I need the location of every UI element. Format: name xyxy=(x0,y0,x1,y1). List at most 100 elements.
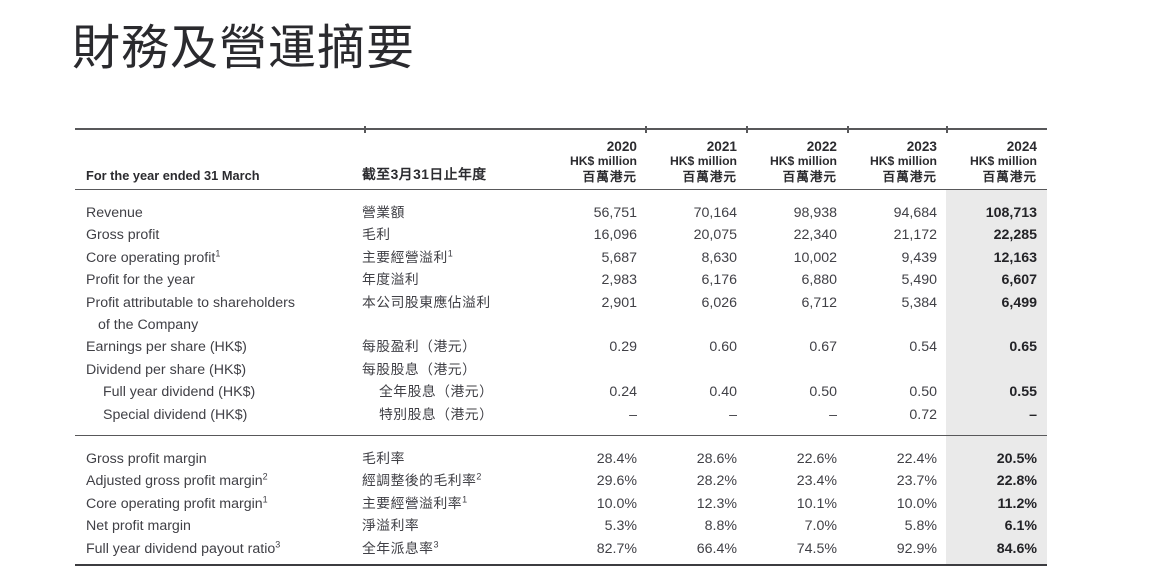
financial-summary-table: For the year ended 31 March 截至3月31日止年度 2… xyxy=(75,126,1047,567)
cell-value: 6,880 xyxy=(801,272,837,289)
year-label: 2020 xyxy=(606,139,637,154)
unit-label-zh: 百萬港元 xyxy=(982,170,1037,184)
cell-value: 0.67 xyxy=(809,339,837,356)
table-section-1: Gross profit margin 毛利率 28.4% 28.6% 22.6% 22.… xyxy=(75,435,1047,564)
column-divider-tick xyxy=(645,126,647,133)
cell-value: 22.6% xyxy=(796,451,837,468)
cell-value: 20.5% xyxy=(996,451,1037,468)
cell-value: 21,172 xyxy=(893,227,937,244)
cell-value: 94,684 xyxy=(893,205,937,221)
cell-value: – xyxy=(1029,406,1037,423)
cell-value: 0.29 xyxy=(609,339,637,356)
cell-value: 22,285 xyxy=(993,227,1037,244)
year-label: 2023 xyxy=(906,139,937,154)
row-label-en: Special dividend (HK$) xyxy=(103,406,248,423)
cell-value: 0.50 xyxy=(809,384,837,401)
unit-label-en: HK$ million xyxy=(869,154,937,168)
unit-label-zh: 百萬港元 xyxy=(682,170,737,184)
row-label-zh: 本公司股東應佔溢利 xyxy=(362,294,491,310)
cell-value: 84.6% xyxy=(996,540,1037,557)
column-divider-tick xyxy=(847,126,849,133)
cell-value: 5.8% xyxy=(904,518,937,535)
year-column-header: 2023 HK$ million 百萬港元 xyxy=(846,139,946,185)
header-label-zh: 截至3月31日止年度 xyxy=(362,167,487,182)
cell-value: 8,630 xyxy=(701,249,737,266)
row-label-en: Core operating profit1 xyxy=(86,248,221,266)
row-label-en: Profit attributable to shareholders of th… xyxy=(75,292,360,337)
row-label-en-line2: of the Company xyxy=(98,317,199,334)
cell-value: 22.4% xyxy=(896,451,937,468)
cell-value: 6.1% xyxy=(1004,518,1037,535)
table-row: Special dividend (HK$) 特別股息（港元） – – – 0.72 – xyxy=(75,404,1047,426)
cell-value: 8.8% xyxy=(704,518,737,535)
cell-value: 92.9% xyxy=(896,540,937,557)
row-label-en: Full year dividend (HK$) xyxy=(103,384,256,401)
cell-value: 6,712 xyxy=(801,294,837,311)
cell-value: 0.72 xyxy=(909,406,937,423)
table-row: Full year dividend (HK$) 全年股息（港元） 0.24 0.40… xyxy=(75,381,1047,403)
row-label-en: Gross profit margin xyxy=(86,451,207,468)
cell-value: 70,164 xyxy=(693,205,737,221)
cell-value: 6,607 xyxy=(1001,272,1037,289)
cell-value: 0.60 xyxy=(709,339,737,356)
row-label-zh: 淨溢利率 xyxy=(362,518,420,534)
year-column-header: 2021 HK$ million 百萬港元 xyxy=(646,139,746,185)
year-label: 2021 xyxy=(706,139,737,154)
unit-label-en: HK$ million xyxy=(969,154,1037,168)
cell-value: 56,751 xyxy=(593,205,637,221)
cell-value: 6,176 xyxy=(701,272,737,289)
row-label-zh: 特別股息（港元） xyxy=(379,406,494,422)
cell-value: 28.6% xyxy=(696,451,737,468)
cell-value: 0.55 xyxy=(1009,384,1037,401)
row-label-en: Core operating profit margin1 xyxy=(86,494,268,512)
cell-value: 20,075 xyxy=(693,227,737,244)
unit-label-zh: 百萬港元 xyxy=(882,170,937,184)
row-label-en: Profit for the year xyxy=(86,272,195,289)
table-row: Earnings per share (HK$) 每股盈利（港元） 0.29 0.60… xyxy=(75,336,1047,358)
row-label-en: Earnings per share (HK$) xyxy=(86,339,247,356)
cell-value: 5.3% xyxy=(604,518,637,535)
cell-value: 82.7% xyxy=(596,540,637,557)
cell-value: 12,163 xyxy=(993,249,1037,266)
highlight-column-2024 xyxy=(946,190,1047,565)
cell-value: 98,938 xyxy=(793,205,837,221)
cell-value: 10,002 xyxy=(793,249,837,266)
cell-value: 5,490 xyxy=(901,272,937,289)
cell-value: 28.4% xyxy=(596,451,637,468)
row-label-en: Dividend per share (HK$) xyxy=(86,361,247,378)
cell-value: 5,687 xyxy=(601,249,637,266)
row-label-zh: 毛利率 xyxy=(362,451,405,467)
unit-label-zh: 百萬港元 xyxy=(782,170,837,184)
cell-value: 0.54 xyxy=(909,339,937,356)
cell-value: 23.7% xyxy=(896,473,937,490)
year-column-header: 2024 HK$ million 百萬港元 xyxy=(946,139,1047,185)
cell-value: 22.8% xyxy=(996,473,1037,490)
unit-label-zh: 百萬港元 xyxy=(582,170,637,184)
cell-value: 0.65 xyxy=(1009,339,1037,356)
cell-value: 16,096 xyxy=(593,227,637,244)
cell-value: – xyxy=(829,406,837,423)
table-body: Revenue 營業額 56,751 70,164 98,938 94,684 108,71… xyxy=(75,190,1047,567)
cell-value: 12.3% xyxy=(696,495,737,512)
row-label-en: Full year dividend payout ratio3 xyxy=(86,538,281,557)
cell-value: 6,499 xyxy=(1001,294,1037,311)
page-title: 財務及營運摘要 xyxy=(72,22,416,75)
table-header-row: For the year ended 31 March 截至3月31日止年度 2… xyxy=(75,126,1047,190)
table-row: Gross profit 毛利 16,096 20,075 22,340 21,172 22… xyxy=(75,224,1047,246)
cell-value: 23.4% xyxy=(796,473,837,490)
cell-value: 10.1% xyxy=(796,495,837,512)
cell-value: 108,713 xyxy=(985,205,1037,221)
table-row: Core operating profit margin1 主要經營溢利率1 10.… xyxy=(75,493,1047,515)
cell-value: 11.2% xyxy=(997,495,1037,512)
year-column-header: 2022 HK$ million 百萬港元 xyxy=(746,139,846,185)
table-row: Profit for the year 年度溢利 2,983 6,176 6,880 5,… xyxy=(75,269,1047,291)
cell-value: 5,384 xyxy=(901,294,937,311)
table-row: Profit attributable to shareholders of th… xyxy=(75,292,1047,337)
row-label-zh: 主要經營溢利率1 xyxy=(362,494,468,511)
column-divider-tick xyxy=(946,126,948,133)
cell-value: 0.24 xyxy=(609,384,637,401)
table-row: Adjusted gross profit margin2 經調整後的毛利率2 29… xyxy=(75,470,1047,492)
cell-value: – xyxy=(729,406,737,423)
row-label-zh: 全年派息率3 xyxy=(362,539,439,556)
